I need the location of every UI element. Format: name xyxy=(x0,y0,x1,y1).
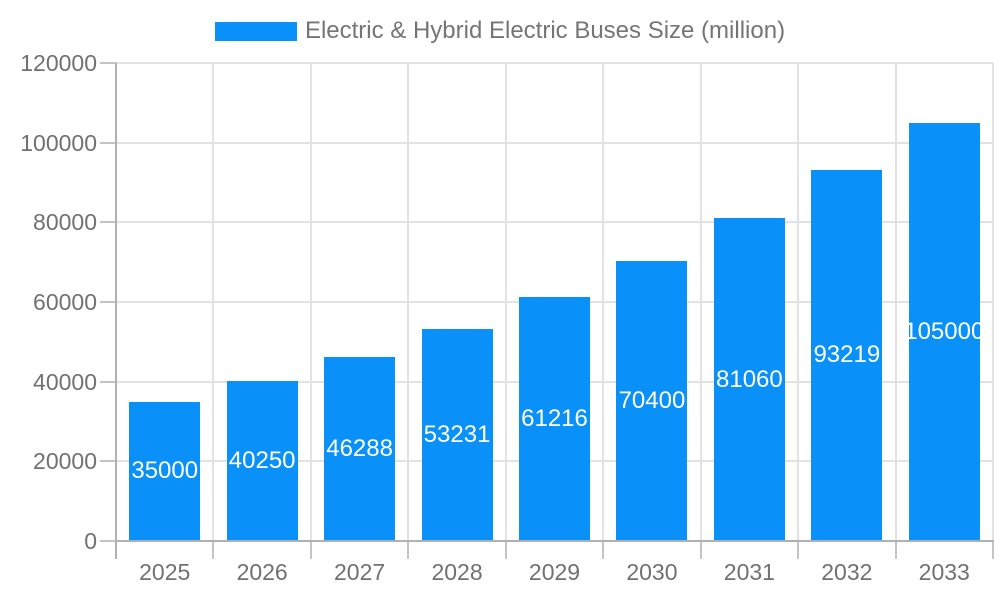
x-axis-label: 2033 xyxy=(918,559,970,585)
bar-value-label: 61216 xyxy=(521,405,588,433)
v-gridline xyxy=(309,63,312,541)
x-axis-tick xyxy=(602,541,605,559)
h-gridline xyxy=(116,221,993,224)
y-axis-tick xyxy=(100,221,116,224)
x-axis-label: 2029 xyxy=(528,559,581,585)
v-gridline xyxy=(699,63,702,541)
x-axis-label: 2030 xyxy=(626,559,678,585)
bar-value-label: 35000 xyxy=(131,457,199,485)
x-axis-tick xyxy=(992,541,994,559)
bar-2029[interactable] xyxy=(519,297,590,541)
bar-value-label: 46288 xyxy=(326,434,393,462)
bar-value-label: 40250 xyxy=(228,446,296,474)
x-axis-tick xyxy=(309,541,312,559)
bar-2027[interactable] xyxy=(324,356,396,541)
h-gridline xyxy=(116,141,993,144)
bar-2026[interactable] xyxy=(226,380,298,541)
v-gridline xyxy=(504,63,507,541)
y-axis-label: 40000 xyxy=(33,368,97,395)
y-axis-tick xyxy=(100,141,116,144)
y-axis-label: 80000 xyxy=(33,209,97,236)
bar-2030[interactable] xyxy=(616,260,688,541)
bar-2028[interactable] xyxy=(421,328,493,541)
x-axis-label: 2026 xyxy=(236,559,288,585)
x-axis-tick xyxy=(797,541,800,559)
y-axis-tick xyxy=(100,460,116,463)
x-axis-label: 2031 xyxy=(723,559,775,585)
v-gridline xyxy=(407,63,410,541)
chart-legend[interactable]: Electric & Hybrid Electric Buses Size (m… xyxy=(0,17,1000,45)
x-axis-tick xyxy=(407,541,410,559)
v-gridline xyxy=(797,63,800,541)
x-axis-label: 2028 xyxy=(431,559,483,585)
y-axis-tick xyxy=(100,62,116,64)
x-axis-tick xyxy=(212,541,215,559)
x-axis-line xyxy=(115,540,994,542)
bar-value-label: 105000 xyxy=(904,317,985,345)
x-axis-tick xyxy=(894,541,897,559)
y-axis-tick xyxy=(100,380,116,383)
legend-swatch xyxy=(214,21,297,41)
bar-2025[interactable] xyxy=(129,401,201,541)
x-axis-tick xyxy=(504,541,507,559)
x-axis-label: 2032 xyxy=(821,559,873,585)
v-gridline xyxy=(992,63,994,541)
v-gridline xyxy=(212,63,215,541)
h-gridline xyxy=(116,62,993,64)
y-axis-label: 120000 xyxy=(20,50,97,76)
x-axis-label: 2025 xyxy=(139,559,191,585)
v-gridline xyxy=(894,63,897,541)
y-axis-tick xyxy=(100,540,116,542)
x-axis-tick xyxy=(699,541,702,559)
bar-2033[interactable] xyxy=(908,122,980,541)
y-axis-label: 60000 xyxy=(33,289,97,315)
y-axis-tick xyxy=(100,301,116,303)
bar-2031[interactable] xyxy=(713,218,785,541)
y-axis-label: 100000 xyxy=(20,129,97,156)
x-axis-label: 2027 xyxy=(334,559,386,585)
y-axis-label: 20000 xyxy=(33,448,97,475)
y-axis-line xyxy=(115,63,117,559)
y-axis-label: 0 xyxy=(84,528,97,554)
bar-value-label: 70400 xyxy=(618,386,686,414)
bar-value-label: 53231 xyxy=(423,420,491,448)
bar-value-label: 81060 xyxy=(716,365,783,393)
bar-2032[interactable] xyxy=(811,169,883,541)
v-gridline xyxy=(602,63,605,541)
bar-value-label: 93219 xyxy=(813,341,881,369)
legend-label: Electric & Hybrid Electric Buses Size (m… xyxy=(304,17,786,44)
